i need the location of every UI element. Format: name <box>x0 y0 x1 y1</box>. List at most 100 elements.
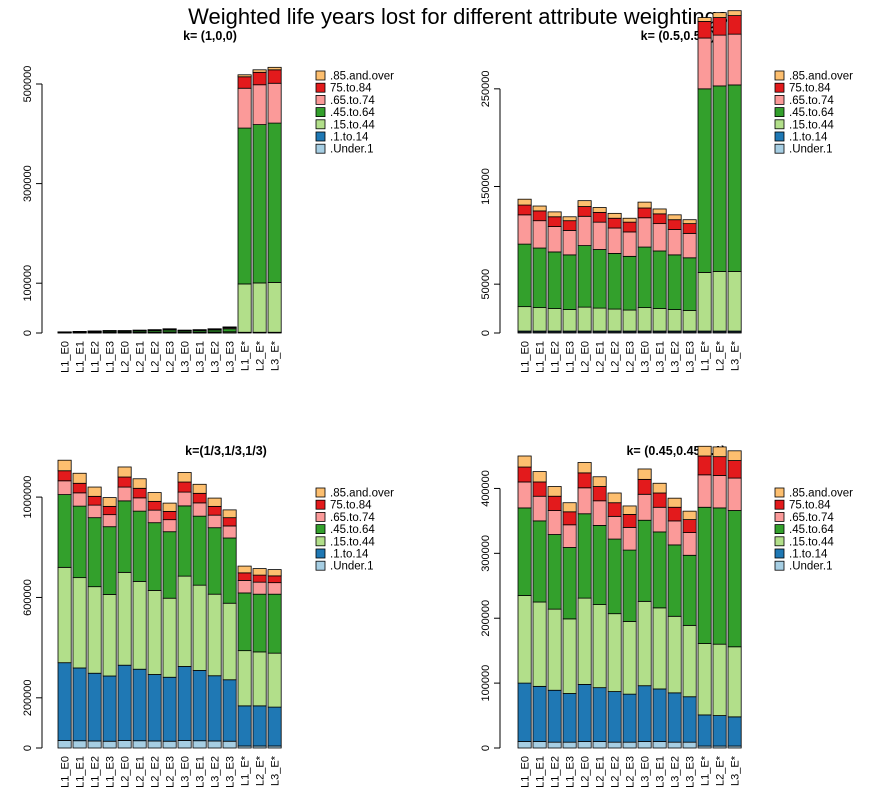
bar-segment <box>682 223 697 234</box>
x-tick-label: L3_E3 <box>685 756 697 788</box>
bar-segment <box>517 306 532 332</box>
bar-segment <box>252 69 267 73</box>
x-tick-label: L3_E0 <box>180 756 192 788</box>
x-tick-label: L2_E2 <box>610 756 622 788</box>
legend-label: .1.to.14 <box>330 132 369 144</box>
bar-stack <box>177 472 192 749</box>
bar-segment <box>727 460 742 479</box>
bar-segment <box>682 310 697 332</box>
legend-label: .65.to.74 <box>789 512 834 524</box>
bar-segment <box>622 221 637 233</box>
bar-segment <box>682 219 697 225</box>
legend-swatch <box>315 524 326 534</box>
bar-segment <box>532 520 547 603</box>
bar-segment <box>532 247 547 309</box>
bar-segment <box>132 478 147 489</box>
x-tick-label: L3_E1 <box>195 756 207 788</box>
bar-stack <box>117 466 132 749</box>
bar-segment <box>622 231 637 257</box>
bar-segment <box>652 308 667 332</box>
bar-stack <box>222 326 237 334</box>
bar-segment <box>727 477 742 511</box>
bar-segment <box>517 741 532 749</box>
bar-stack <box>132 329 147 334</box>
bar-segment <box>667 219 682 230</box>
bar-segment <box>727 450 742 461</box>
x-tick-label: L1_E1 <box>75 756 87 788</box>
bar-segment <box>517 466 532 483</box>
legend-label: .45.to.64 <box>330 107 375 119</box>
bar-segment <box>102 740 117 749</box>
bar-segment <box>147 740 162 749</box>
bar-stack <box>57 331 72 334</box>
legend-label: .65.to.74 <box>330 95 375 107</box>
bar-segment <box>117 664 132 741</box>
bar-segment <box>577 487 592 515</box>
bar-segment <box>562 309 577 332</box>
bar-segment <box>697 714 712 747</box>
bar-segment <box>87 586 102 674</box>
bar-segment <box>592 476 607 487</box>
legend-label: 75.to.84 <box>789 500 831 512</box>
legend-label: 75.to.84 <box>330 500 372 512</box>
bar-segment <box>177 575 192 667</box>
bar-segment <box>252 84 267 125</box>
bar-segment <box>592 307 607 332</box>
bar-segment <box>72 482 87 494</box>
bar-segment <box>117 486 132 502</box>
x-tick-label: L1_E* <box>700 340 712 371</box>
bar-stack <box>697 17 712 334</box>
bar-segment <box>607 502 622 517</box>
bar-segment <box>712 715 727 747</box>
legend-label: .1.to.14 <box>330 549 369 561</box>
bar-segment <box>712 475 727 509</box>
bar-segment <box>607 227 622 254</box>
legend-label: .15.to.44 <box>330 119 375 131</box>
bar-segment <box>87 517 102 588</box>
bar-segment <box>237 87 252 129</box>
bar-segment <box>162 676 177 742</box>
bar-stack <box>177 329 192 334</box>
bar-stack <box>162 328 177 334</box>
bar-segment <box>547 226 562 253</box>
bar-segment <box>667 520 682 546</box>
bar-segment <box>192 483 207 494</box>
bar-segment <box>117 466 132 478</box>
legend-label: .1.to.14 <box>789 132 828 144</box>
bar-segment <box>697 506 712 644</box>
bar-segment <box>712 507 727 645</box>
panel-title: k=(1/3,1/3,1/3) <box>185 444 267 458</box>
bar-segment <box>592 486 607 502</box>
bar-segment <box>697 455 712 476</box>
y-tick-label: 100000 <box>22 265 34 302</box>
bar-segment <box>652 492 667 508</box>
x-tick-label: L3_E3 <box>685 341 697 373</box>
bar-segment <box>592 207 607 213</box>
legend-label: .Under.1 <box>789 144 832 156</box>
bar-segment <box>547 216 562 227</box>
x-tick-label: L2_E2 <box>610 341 622 373</box>
bar-segment <box>727 15 742 35</box>
y-axis: 0 200000 600000 1000000 <box>22 476 43 751</box>
legend-label: .1.to.14 <box>789 549 828 561</box>
bar-segment <box>192 740 207 749</box>
legend-swatch <box>774 536 785 547</box>
bar-segment <box>547 689 562 743</box>
bar-segment <box>162 531 177 599</box>
bar-stack <box>652 208 667 334</box>
bar-segment <box>577 206 592 217</box>
legend-label: .85.and.over <box>330 71 394 83</box>
bar-segment <box>517 595 532 684</box>
bar-segment <box>682 532 697 556</box>
legend-swatch <box>315 143 326 154</box>
bar-stack <box>652 482 667 749</box>
bar-segment <box>117 476 132 488</box>
bar-segment <box>652 531 667 609</box>
x-tick-label: L2_E1 <box>135 756 147 788</box>
bar-segment <box>712 446 727 458</box>
bar-segment <box>637 685 652 742</box>
legend-swatch <box>315 107 326 117</box>
